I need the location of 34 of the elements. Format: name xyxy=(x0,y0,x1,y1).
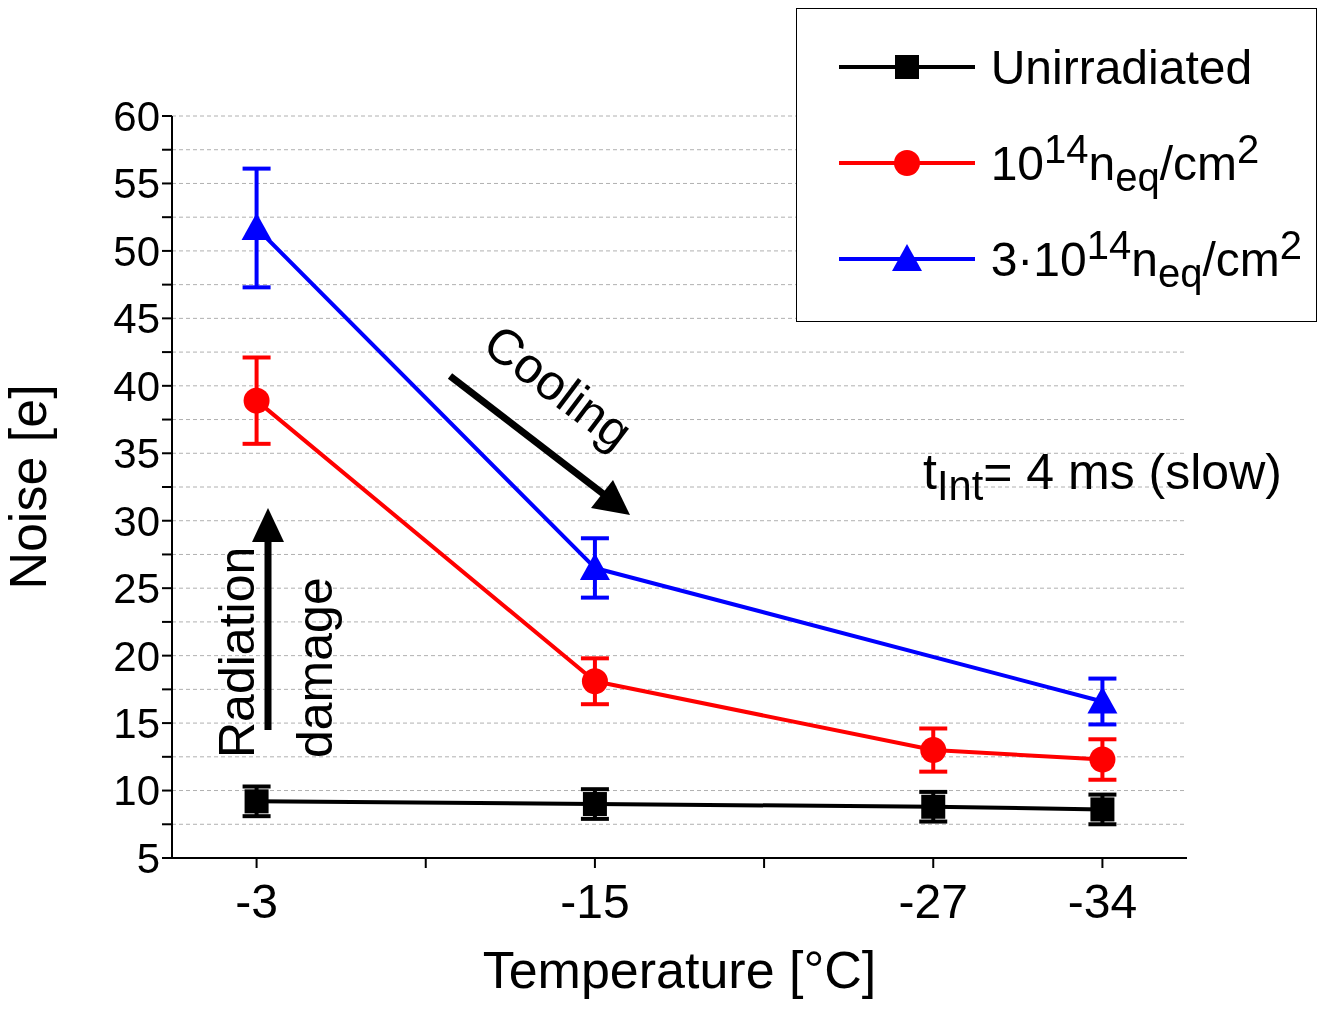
y-tick-label: 45 xyxy=(113,295,160,343)
point xyxy=(920,737,947,764)
y-tick-label: 40 xyxy=(113,362,160,410)
y-tick-label: 30 xyxy=(113,497,160,545)
y-tick-label: 50 xyxy=(113,227,160,275)
legend-label: 3·10$^{14}$n$_{eq}$/cm$^{2}$ xyxy=(990,222,1302,295)
y-tick-label: 25 xyxy=(113,565,160,613)
point xyxy=(243,387,270,414)
annotation: Radiation damage xyxy=(209,546,343,758)
point xyxy=(579,552,610,580)
point xyxy=(921,794,946,819)
point xyxy=(581,668,608,695)
y-tick-label: 55 xyxy=(113,160,160,208)
y-tick-label: 20 xyxy=(113,632,160,680)
point xyxy=(241,212,272,240)
x-tick-label: -3 xyxy=(235,875,278,929)
x-axis-title: Temperature [°C] xyxy=(482,941,877,999)
point xyxy=(1089,746,1116,773)
y-tick-label: 10 xyxy=(113,767,160,815)
x-tick-label: -27 xyxy=(898,875,968,929)
y-tick-label: 5 xyxy=(136,834,160,882)
legend-label: Unirradiated xyxy=(990,40,1253,94)
point xyxy=(1087,686,1118,714)
y-axis-title: Noise [e] xyxy=(0,384,58,590)
y-tick-label: 15 xyxy=(113,700,160,747)
x-tick-label: -34 xyxy=(1067,875,1138,929)
x-tick-label: -15 xyxy=(560,875,630,929)
point xyxy=(582,792,607,817)
y-tick-label: 60 xyxy=(113,92,160,140)
annotation: t$_{Int}$= 4 ms (slow) xyxy=(923,444,1282,509)
y-tick-label: 35 xyxy=(113,430,160,478)
point xyxy=(1090,797,1115,822)
point xyxy=(244,789,269,814)
legend-label: 10$^{14}$n$_{eq}$/cm$^{2}$ xyxy=(990,126,1260,199)
